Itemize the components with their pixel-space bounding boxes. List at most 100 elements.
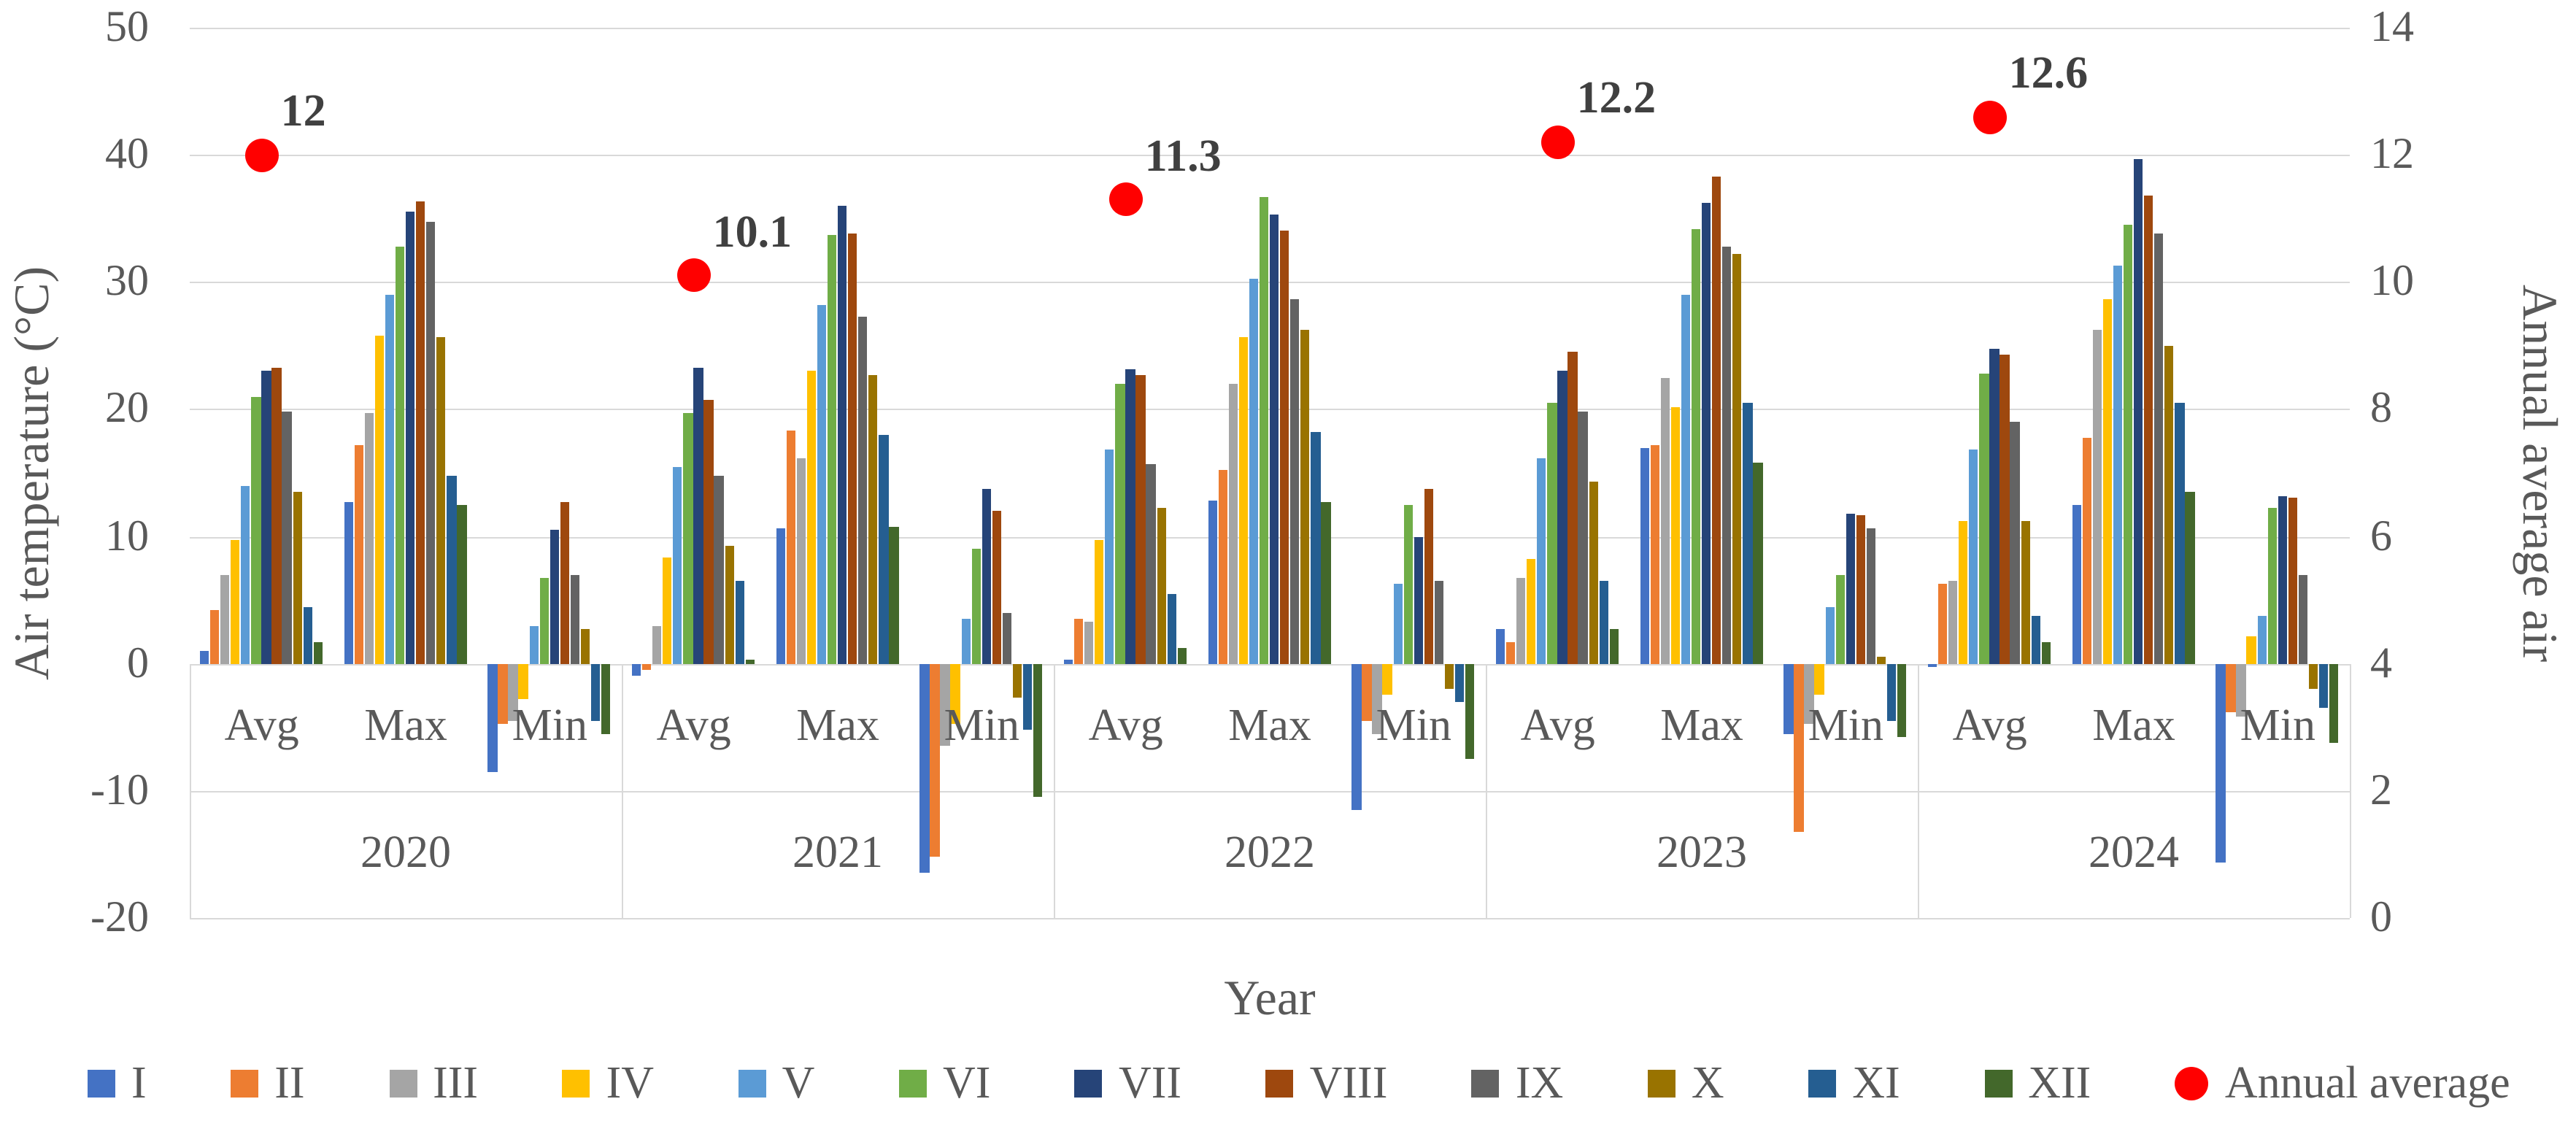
bar-III [2236, 663, 2246, 717]
bar-VII [261, 371, 271, 664]
annual-average-dot [1973, 100, 2007, 134]
bar-XII [745, 660, 755, 664]
gridline [190, 663, 2350, 666]
bar-IV [1095, 540, 1104, 664]
legend-label: VII [1118, 1057, 1182, 1108]
bar-IX [282, 412, 292, 664]
bar-I [344, 502, 353, 664]
bar-VIII [992, 511, 1001, 664]
bar-VIII [2288, 498, 2297, 664]
legend-item: VIII [1265, 1057, 1387, 1109]
bar-IV [2102, 298, 2113, 664]
bar-X [1300, 329, 1310, 664]
category-label-stat: Avg [224, 699, 299, 750]
bar-I [776, 528, 785, 664]
bar-XI [1454, 663, 1465, 702]
bar-IV [1959, 521, 1968, 664]
bar-XII [313, 641, 323, 664]
bar-III [652, 625, 662, 664]
annual-average-value: 12.6 [2008, 47, 2089, 98]
legend-label: I [131, 1057, 147, 1108]
legend-label: V [782, 1057, 815, 1108]
bar-XII [1897, 663, 1907, 738]
bar-I [199, 651, 209, 664]
bar-V [1969, 450, 1978, 664]
bar-IX [2010, 422, 2020, 664]
bar-II [641, 663, 652, 671]
category-label-year: 2022 [1225, 826, 1315, 877]
annual-average-value: 12 [280, 85, 326, 136]
bar-IX [1146, 463, 1156, 664]
bar-VIII [1856, 514, 1865, 664]
bar-VIII [2144, 196, 2153, 664]
bar-III [1516, 577, 1526, 664]
legend-marker [1471, 1069, 1500, 1097]
annual-average-value: 12.2 [1576, 72, 1657, 123]
bar-VI [1979, 374, 1989, 664]
category-label-stat: Min [1808, 699, 1883, 750]
bar-V [1537, 458, 1546, 664]
bar-XI [2175, 403, 2185, 664]
bar-XII [889, 526, 899, 664]
bar-V [1681, 295, 1691, 664]
legend-label: IV [606, 1057, 655, 1108]
bar-IX [1290, 298, 1300, 664]
gridline [190, 790, 2350, 792]
category-label-stat: Min [2240, 699, 2315, 750]
bar-XII [2329, 663, 2339, 743]
annual-average-value: 10.1 [712, 205, 793, 257]
legend-item: V [738, 1057, 815, 1109]
bar-VI [1403, 504, 1413, 664]
bar-III [1084, 622, 1094, 664]
category-label-year: 2023 [1657, 826, 1747, 877]
bar-X [2308, 663, 2318, 690]
left-axis-tick-label: 0 [127, 639, 149, 687]
annual-average-value: 11.3 [1144, 129, 1222, 181]
bar-XII [1033, 663, 1043, 798]
legend-label: Annual average [2224, 1057, 2510, 1108]
left-axis-tick-label: 30 [105, 257, 149, 306]
category-label-stat: Avg [1952, 699, 2027, 750]
bar-V [529, 625, 539, 664]
bar-XII [1321, 502, 1331, 664]
bar-X [1876, 657, 1886, 664]
legend-label: XI [1852, 1057, 1900, 1108]
legend-item: X [1647, 1057, 1724, 1109]
bar-IX [1434, 581, 1444, 664]
right-axis-tick-label: 2 [2370, 765, 2392, 814]
bar-VI [971, 549, 981, 664]
gridline [190, 155, 2350, 157]
legend-marker [898, 1069, 927, 1097]
annual-average-dot [244, 138, 279, 172]
category-separator [1486, 663, 1487, 918]
bar-XII [457, 504, 467, 664]
bar-II [786, 431, 795, 664]
bar-XII [2185, 492, 2195, 664]
bar-III [1948, 581, 1958, 664]
legend: I II III IV V VI VII VIII IX X XI XII Annual average [88, 1057, 2510, 1109]
bar-VI [1835, 574, 1845, 664]
bar-IX [858, 316, 868, 664]
bar-VIII [416, 201, 425, 664]
category-label-stat: Max [796, 699, 879, 750]
bar-IV [663, 558, 672, 664]
category-separator [1054, 663, 1055, 918]
legend-label: X [1691, 1057, 1724, 1108]
bar-VI [2123, 225, 2133, 664]
bar-V [961, 619, 971, 664]
bar-XII [2041, 641, 2051, 664]
legend-item: II [231, 1057, 305, 1109]
plot-area: Avg Max Min 2020 Avg Max Min 2021 Avg Max Min 2022 A… [190, 28, 2351, 919]
bar-II [930, 663, 940, 857]
bar-XII [1609, 629, 1619, 664]
bar-XI [447, 475, 457, 664]
bar-VII [2134, 158, 2143, 664]
category-label-stat: Max [1228, 699, 1311, 750]
bar-I [1208, 501, 1217, 664]
legend-item: Annual average [2175, 1057, 2510, 1109]
bar-V [673, 466, 682, 664]
bar-III [2092, 330, 2102, 664]
bar-IV [231, 540, 240, 664]
category-label-stat: Min [512, 699, 587, 750]
bar-I [919, 663, 929, 873]
